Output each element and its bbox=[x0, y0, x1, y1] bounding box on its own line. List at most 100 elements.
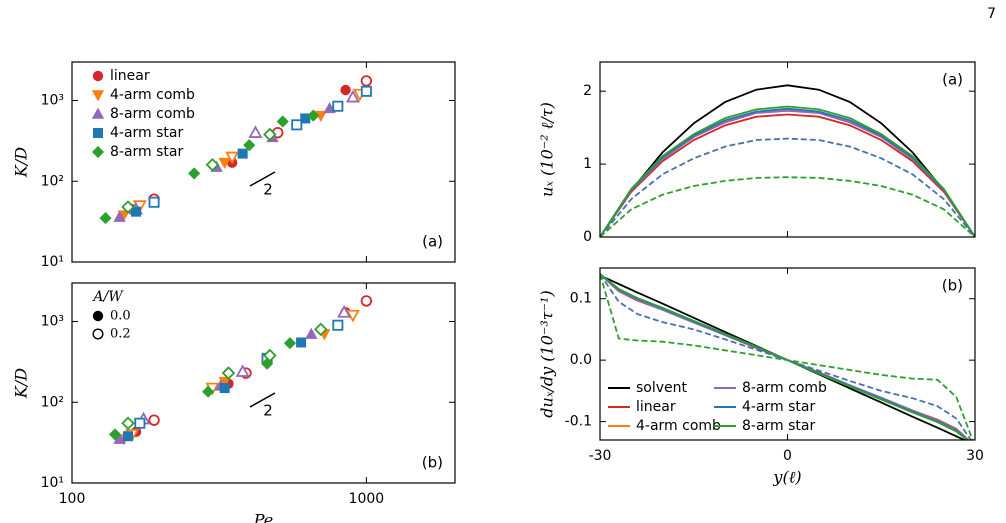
line bbox=[600, 273, 974, 440]
marker bbox=[248, 125, 263, 138]
line bbox=[600, 109, 975, 237]
marker bbox=[360, 295, 373, 307]
marker bbox=[360, 85, 372, 97]
legend-label: solvent bbox=[636, 380, 688, 396]
legend-title: A/W bbox=[91, 289, 124, 305]
marker bbox=[296, 337, 307, 348]
legend-label: 0.0 bbox=[110, 309, 131, 324]
x-axis-label: y(ℓ) bbox=[772, 468, 801, 487]
legend-label: 4-arm comb bbox=[636, 418, 721, 434]
marker bbox=[225, 151, 240, 165]
axes-frame bbox=[599, 267, 976, 441]
legend-label: 8-arm comb bbox=[110, 106, 195, 122]
marker bbox=[276, 115, 289, 128]
marker bbox=[360, 75, 373, 87]
line bbox=[600, 137, 975, 237]
marker bbox=[92, 310, 104, 322]
x-axis-label: Pe bbox=[253, 511, 274, 523]
marker bbox=[340, 84, 351, 96]
marker bbox=[218, 157, 231, 169]
x-tick-label: 1000 bbox=[349, 491, 385, 507]
y-tick-label: 0.1 bbox=[570, 291, 592, 307]
y-tick-label: 0.0 bbox=[570, 352, 592, 368]
legend-label: linear bbox=[110, 68, 150, 84]
slope-label: 2 bbox=[263, 181, 273, 199]
y-axis-label: K/D bbox=[12, 368, 31, 399]
marker bbox=[188, 167, 201, 180]
axes-frame bbox=[599, 61, 976, 238]
plot-area bbox=[600, 273, 974, 440]
slope-line bbox=[249, 392, 276, 408]
y-tick-label: 1 bbox=[583, 156, 592, 172]
panel-label: (a) bbox=[422, 233, 443, 251]
marker bbox=[202, 385, 215, 398]
y-axis-label: duₓ/dy (10⁻³τ⁻¹) bbox=[538, 290, 557, 417]
marker bbox=[300, 113, 311, 124]
line bbox=[600, 113, 975, 237]
x-tick-label: 30 bbox=[966, 448, 984, 464]
marker bbox=[263, 127, 277, 142]
marker bbox=[123, 431, 134, 442]
x-tick-label: 0 bbox=[783, 448, 792, 464]
marker bbox=[219, 383, 230, 394]
line bbox=[600, 107, 975, 237]
line bbox=[600, 176, 975, 237]
marker bbox=[134, 417, 146, 429]
legend-label: 8-arm star bbox=[742, 418, 815, 434]
legend-label: 8-arm star bbox=[110, 144, 183, 160]
slope-label: 2 bbox=[263, 402, 273, 420]
line bbox=[600, 105, 975, 237]
marker bbox=[92, 70, 104, 82]
marker bbox=[345, 309, 360, 323]
marker bbox=[235, 364, 250, 377]
marker bbox=[323, 102, 336, 114]
marker bbox=[91, 145, 105, 159]
axes-frame bbox=[71, 61, 456, 263]
marker bbox=[113, 210, 126, 222]
page-number: 7 bbox=[987, 6, 996, 22]
y-axis-label: uₓ (10⁻² ℓ/τ) bbox=[538, 102, 557, 197]
y-tick-label: 0 bbox=[583, 229, 592, 245]
panel-label: (b) bbox=[422, 454, 443, 472]
marker bbox=[148, 196, 160, 208]
marker bbox=[92, 328, 104, 340]
axes-frame bbox=[71, 282, 456, 484]
marker bbox=[99, 212, 112, 225]
y-tick-label: 10¹ bbox=[41, 475, 64, 491]
marker bbox=[237, 148, 248, 159]
marker bbox=[291, 119, 303, 131]
marker bbox=[91, 107, 105, 119]
marker bbox=[314, 322, 328, 337]
marker bbox=[332, 100, 344, 112]
line bbox=[600, 108, 975, 237]
y-tick-label: 10³ bbox=[41, 93, 64, 109]
marker bbox=[332, 319, 344, 331]
plot-area bbox=[600, 84, 975, 237]
y-axis-label: K/D bbox=[12, 147, 31, 178]
y-tick-label: 10³ bbox=[41, 314, 64, 330]
y-tick-label: 2 bbox=[583, 83, 592, 99]
legend-label: linear bbox=[636, 399, 676, 415]
y-tick-label: 10² bbox=[41, 173, 64, 189]
marker bbox=[305, 327, 318, 339]
legend-label: 4-arm star bbox=[110, 125, 183, 141]
marker bbox=[93, 127, 104, 138]
y-tick-label: 10² bbox=[41, 394, 64, 410]
marker bbox=[345, 89, 360, 103]
x-tick-label: 100 bbox=[59, 491, 86, 507]
legend-label: 0.2 bbox=[110, 327, 131, 342]
marker bbox=[148, 414, 160, 426]
marker bbox=[307, 109, 320, 122]
marker bbox=[263, 348, 277, 363]
marker bbox=[121, 416, 135, 430]
marker bbox=[221, 366, 236, 380]
marker bbox=[243, 139, 256, 152]
marker bbox=[283, 337, 297, 350]
panel-label: (a) bbox=[942, 71, 963, 89]
legend-label: 4-arm comb bbox=[110, 87, 195, 103]
marker bbox=[91, 90, 105, 102]
slope-line bbox=[249, 171, 276, 187]
line bbox=[600, 84, 975, 237]
marker bbox=[121, 200, 135, 214]
